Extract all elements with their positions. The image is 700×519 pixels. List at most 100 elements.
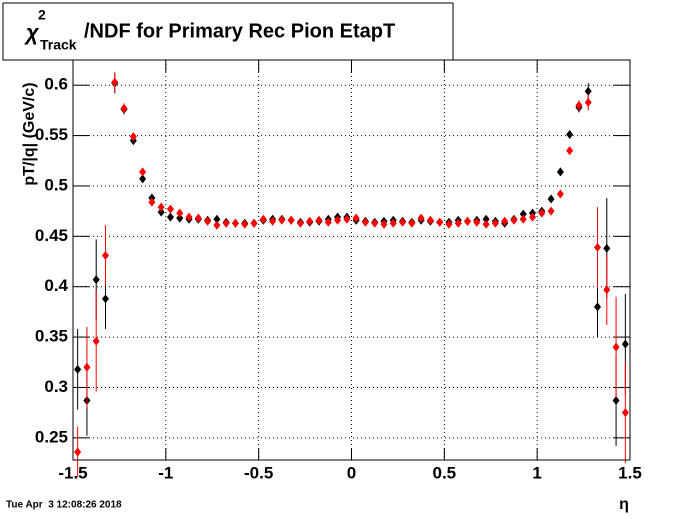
- marker: [464, 216, 472, 226]
- marker: [166, 204, 174, 214]
- marker: [269, 216, 277, 226]
- marker: [501, 216, 509, 226]
- marker: [157, 207, 165, 217]
- y-tick-label: 0.3: [44, 377, 68, 396]
- marker: [612, 396, 620, 406]
- marker: [491, 218, 499, 228]
- marker: [157, 202, 165, 212]
- marker: [575, 100, 583, 110]
- y-tick-label: 0.6: [44, 75, 68, 94]
- marker: [139, 174, 147, 184]
- y-tick-label: 0.55: [35, 125, 68, 144]
- marker: [92, 275, 100, 285]
- marker: [566, 130, 574, 140]
- y-tick-label: 0.35: [35, 327, 68, 346]
- marker: [547, 194, 555, 204]
- marker: [594, 242, 602, 252]
- marker: [278, 215, 286, 225]
- marker: [250, 218, 258, 228]
- marker: [566, 146, 574, 156]
- marker: [399, 217, 407, 227]
- marker: [111, 77, 119, 87]
- marker: [324, 217, 332, 227]
- x-tick-label: 0.5: [433, 463, 457, 482]
- marker: [92, 336, 100, 346]
- marker: [101, 294, 109, 304]
- marker: [538, 208, 546, 218]
- marker: [426, 215, 434, 225]
- marker: [101, 250, 109, 260]
- marker: [334, 215, 342, 225]
- marker: [594, 302, 602, 312]
- marker: [556, 189, 564, 199]
- title-box: [2, 2, 454, 61]
- marker: [213, 220, 221, 230]
- x-tick-label: 0: [347, 463, 356, 482]
- marker: [584, 97, 592, 107]
- marker: [519, 209, 527, 219]
- marker: [166, 212, 174, 222]
- marker: [296, 218, 304, 228]
- marker: [361, 217, 369, 227]
- marker: [194, 213, 202, 223]
- marker: [417, 213, 425, 223]
- x-tick-label: 1: [532, 463, 541, 482]
- marker: [74, 364, 82, 374]
- y-axis-label: pT/|q| (GeV/c): [21, 82, 38, 185]
- marker: [139, 167, 147, 177]
- marker: [603, 285, 611, 295]
- title-subscript: Track: [40, 37, 77, 53]
- marker: [352, 213, 360, 223]
- marker: [371, 218, 379, 228]
- marker: [176, 208, 184, 218]
- marker: [621, 408, 629, 418]
- y-tick-label: 0.5: [44, 175, 68, 194]
- marker: [259, 214, 267, 224]
- title-text: /NDF for Primary Rec Pion EtapT: [84, 20, 395, 42]
- marker: [584, 86, 592, 96]
- marker: [408, 218, 416, 228]
- marker: [204, 216, 212, 226]
- marker: [148, 197, 156, 207]
- marker: [315, 215, 323, 225]
- marker: [231, 218, 239, 228]
- marker: [454, 218, 462, 228]
- marker: [519, 214, 527, 224]
- x-tick-label: -1: [158, 463, 173, 482]
- x-axis-label: η: [619, 496, 629, 513]
- marker: [241, 219, 249, 229]
- marker: [74, 447, 82, 457]
- marker: [380, 219, 388, 229]
- x-tick-label: -1.5: [58, 463, 87, 482]
- marker: [510, 215, 518, 225]
- marker: [436, 217, 444, 227]
- marker: [482, 214, 490, 224]
- title-symbol: χ: [24, 20, 40, 45]
- marker: [473, 217, 481, 227]
- marker: [129, 132, 137, 142]
- marker: [343, 214, 351, 224]
- marker: [213, 214, 221, 224]
- marker: [176, 213, 184, 223]
- marker: [83, 362, 91, 372]
- y-tick-label: 0.4: [44, 276, 68, 295]
- marker: [547, 206, 555, 216]
- marker: [529, 212, 537, 222]
- marker: [287, 215, 295, 225]
- y-tick-label: 0.25: [35, 427, 68, 446]
- timestamp: Tue Apr 3 12:08:26 2018: [6, 500, 122, 511]
- marker: [306, 216, 314, 226]
- y-tick-label: 0.45: [35, 226, 68, 245]
- marker: [621, 339, 629, 349]
- marker: [556, 167, 564, 177]
- marker: [389, 218, 397, 228]
- marker: [120, 103, 128, 113]
- x-tick-label: -0.5: [244, 463, 273, 482]
- marker: [603, 243, 611, 253]
- title-superscript: 2: [38, 7, 46, 23]
- marker: [445, 219, 453, 229]
- marker: [612, 342, 620, 352]
- x-tick-label: 1.5: [618, 463, 642, 482]
- marker: [482, 219, 490, 229]
